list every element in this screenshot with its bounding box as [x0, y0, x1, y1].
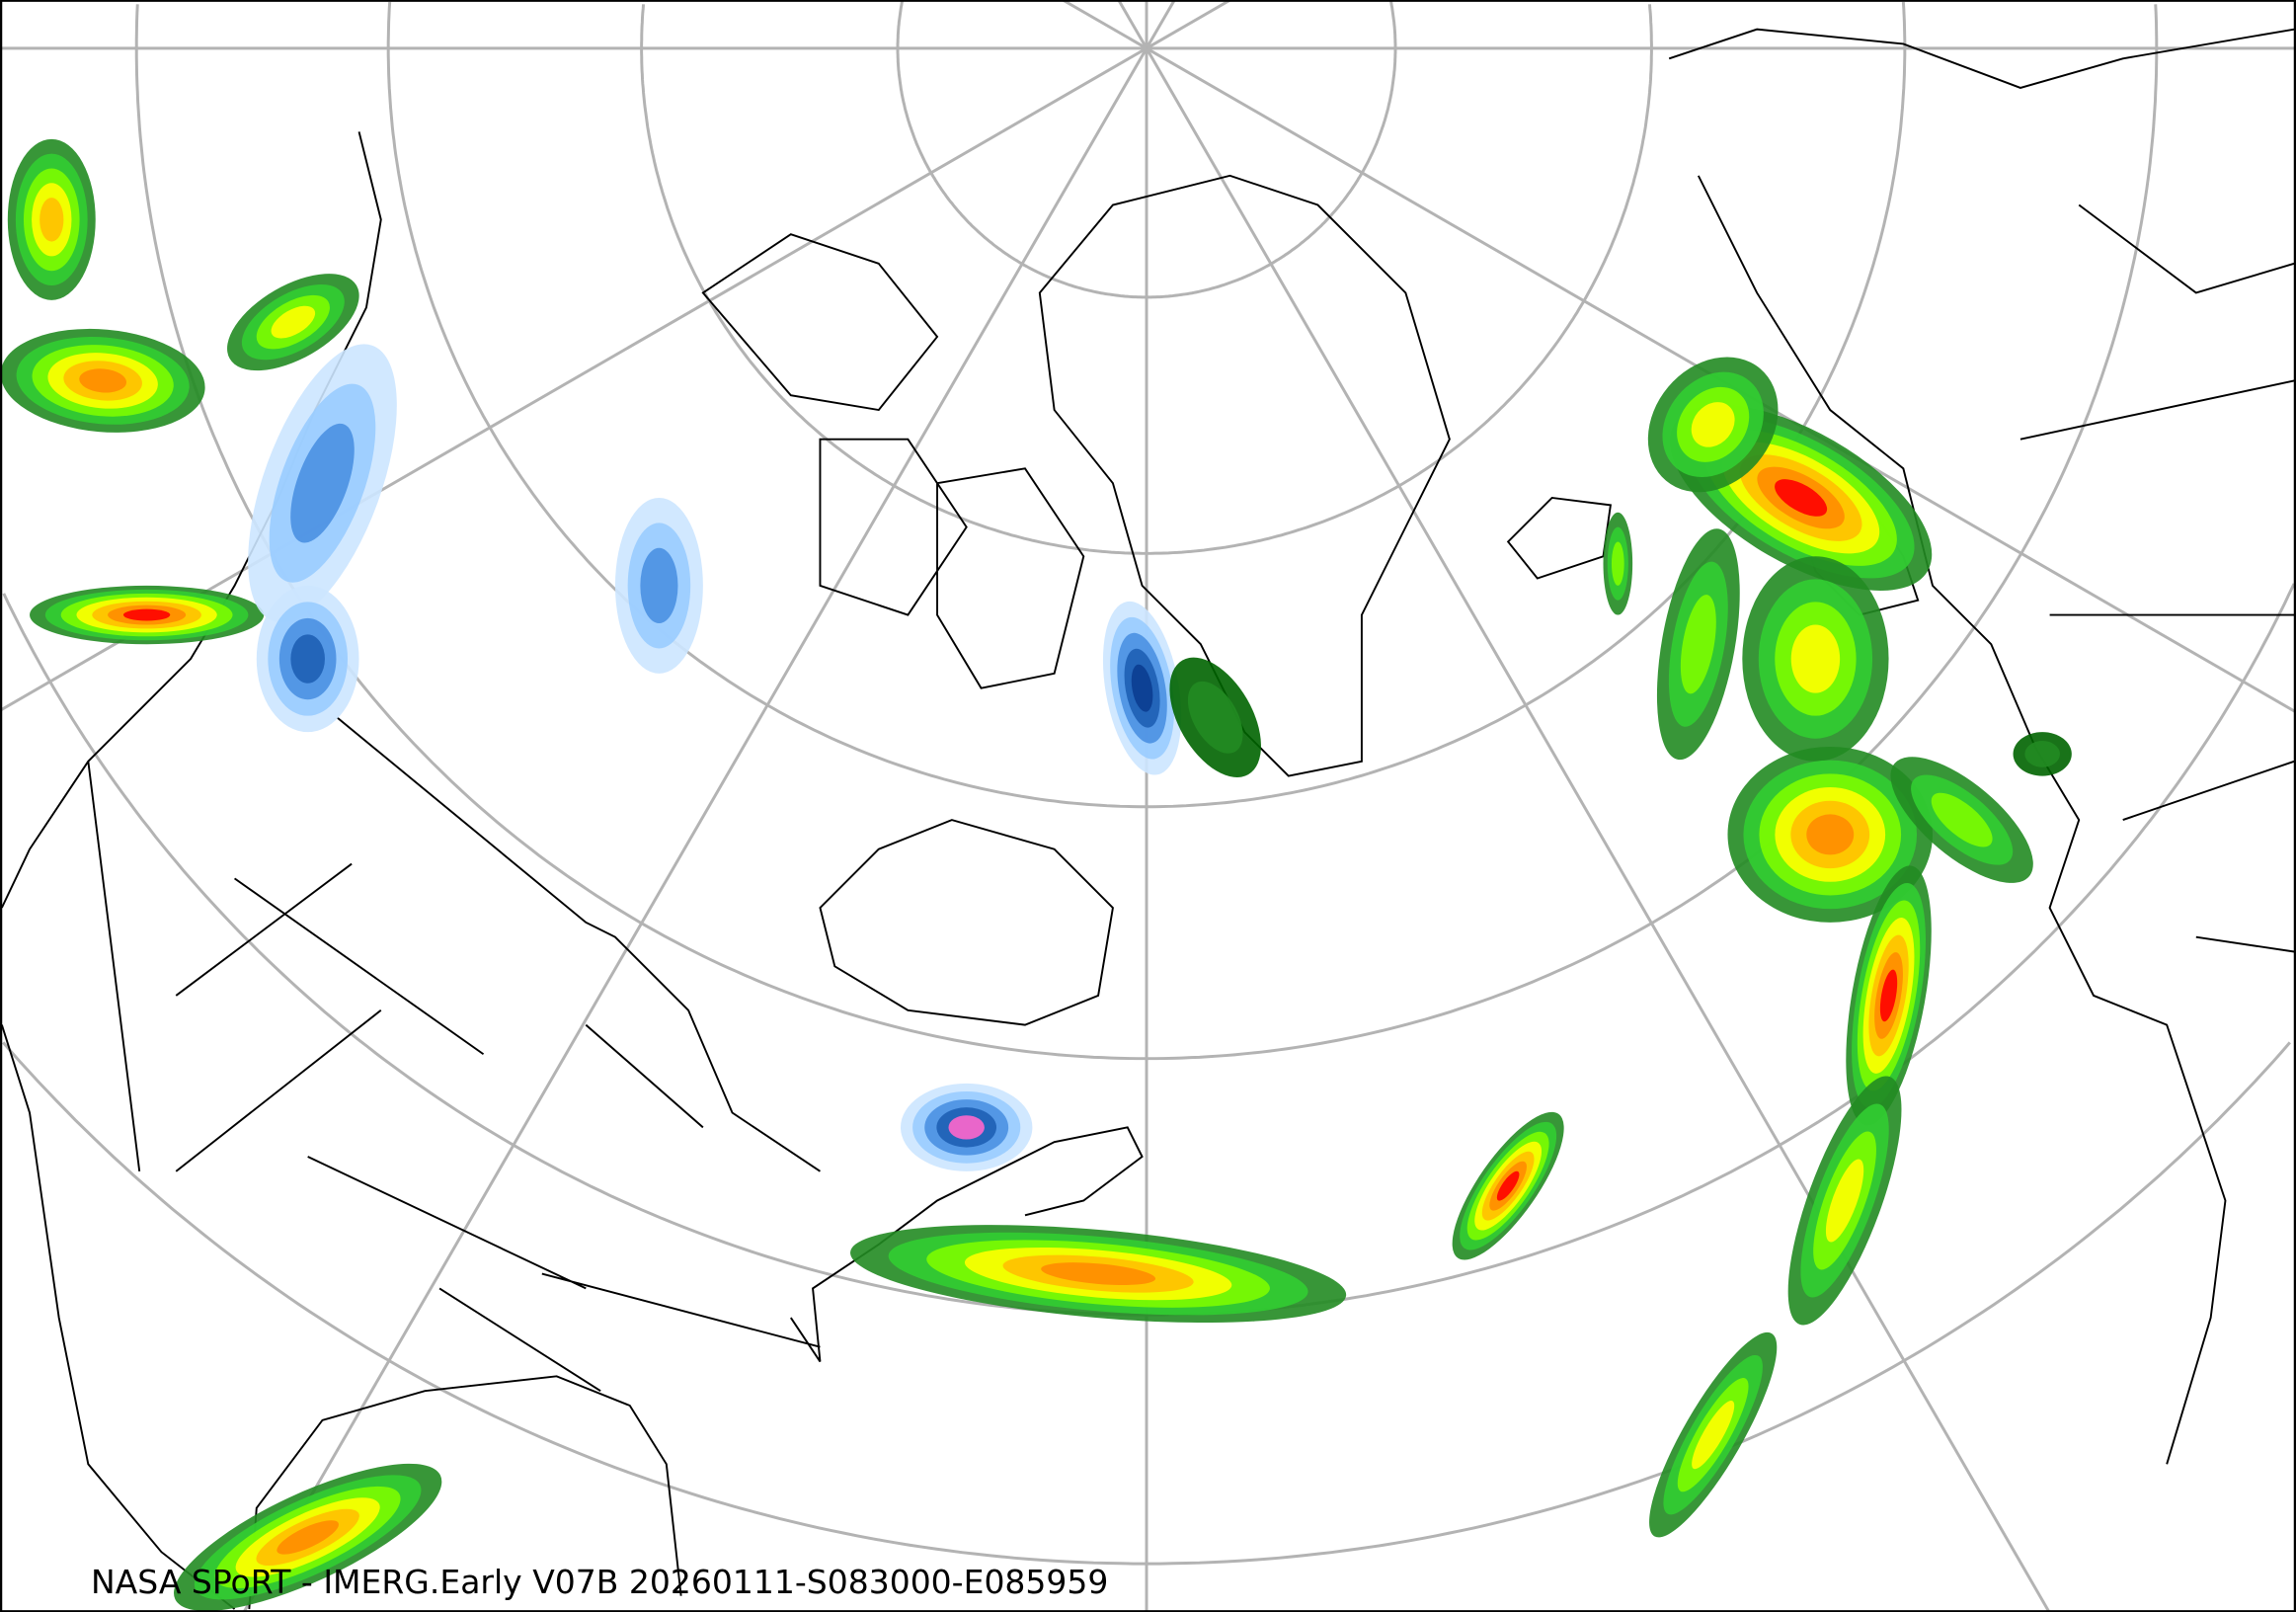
- europe-coast: [1668, 28, 2295, 1465]
- rain-area: [1879, 969, 1898, 1022]
- rain-area: [122, 608, 171, 621]
- rain-area: [79, 368, 127, 393]
- arctic-islands: [701, 233, 1085, 689]
- rain-area: [271, 305, 316, 339]
- snow-area: [948, 1115, 985, 1140]
- meridian-line: [1062, 0, 1148, 50]
- meridian-line: [242, 47, 1148, 1612]
- rain-area: [1775, 479, 1828, 517]
- latitude-circle: [2, 1041, 2291, 1566]
- rain-area: [1496, 1170, 1520, 1201]
- rain-area: [1790, 624, 1841, 693]
- latitude-circle: [134, 4, 2159, 1061]
- greenland-coast: [1038, 174, 1451, 777]
- us-states: [87, 761, 821, 1392]
- map-caption: NASA SPoRT - IMERG.Early V07B 20260111-S…: [91, 1563, 1109, 1601]
- meridian-line: [1117, 0, 1148, 49]
- rain-area: [1806, 814, 1855, 855]
- latitude-circle: [640, 4, 1653, 555]
- rain-area: [1041, 1262, 1156, 1286]
- rain-area: [1692, 1401, 1735, 1470]
- meridian-line: [1145, 0, 1176, 49]
- rain-area: [277, 1520, 339, 1555]
- precipitation-overlay: [0, 138, 2072, 1611]
- rain-area: [2024, 741, 2060, 767]
- snow-area: [640, 547, 678, 624]
- us-canada-border: [336, 716, 822, 1172]
- hudson-bay: [819, 819, 1114, 1026]
- rain-area: [1691, 402, 1735, 447]
- snow-area: [290, 423, 355, 543]
- rain-area: [1611, 541, 1624, 586]
- rain-area: [1931, 792, 1993, 847]
- latitude-circle: [896, 0, 1397, 299]
- rain-area: [1825, 1159, 1864, 1243]
- iceland: [1506, 496, 1612, 580]
- rain-area: [1680, 595, 1716, 694]
- rain-area: [1187, 681, 1243, 754]
- rain-area: [40, 198, 64, 242]
- snow-area: [290, 634, 325, 684]
- latitude-circle: [2, 583, 2296, 1317]
- snow-area: [1131, 664, 1153, 712]
- meridian-line: [1146, 0, 1231, 50]
- meridian-line: [1145, 47, 2051, 1612]
